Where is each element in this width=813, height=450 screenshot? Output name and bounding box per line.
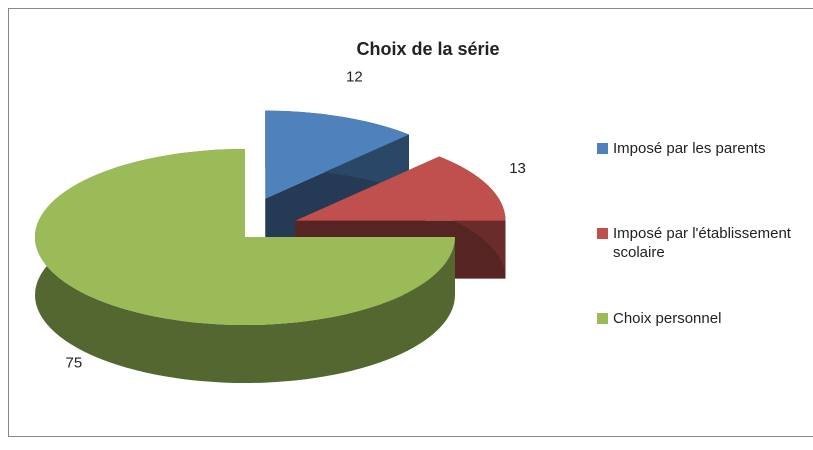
data-label: 13 — [509, 160, 526, 177]
legend-swatch — [597, 143, 608, 154]
legend-swatch — [597, 228, 608, 239]
legend-item: Choix personnel — [597, 309, 791, 328]
legend-item: Imposé par les parents — [597, 139, 791, 158]
slice — [35, 149, 455, 383]
slice-top — [295, 156, 506, 221]
legend-item: Imposé par l'établissement scolaire — [597, 224, 791, 262]
data-label: 75 — [66, 355, 83, 372]
legend-swatch — [597, 313, 608, 324]
slice-top — [35, 149, 455, 325]
chart-title: Choix de la série — [356, 39, 499, 59]
legend-label: Imposé par l'établissement scolaire — [613, 225, 791, 261]
data-label: 12 — [346, 69, 363, 86]
legend-label: Choix personnel — [613, 310, 722, 327]
slice-top — [265, 110, 410, 199]
legend-label: Imposé par les parents — [613, 140, 766, 157]
chart-frame — [8, 8, 813, 437]
